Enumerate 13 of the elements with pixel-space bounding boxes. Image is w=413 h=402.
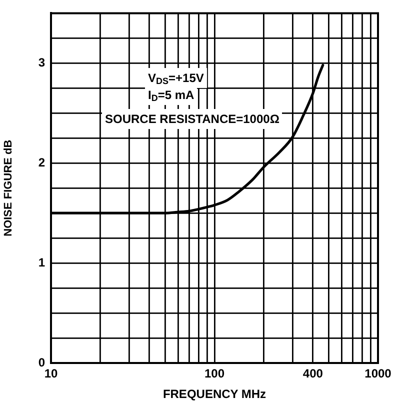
- y-tick-label: 1: [38, 255, 46, 270]
- x-tick-label: 1000: [364, 366, 392, 381]
- annotation: SOURCE RESISTANCE=1000Ω: [105, 112, 280, 126]
- y-tick-label: 2: [38, 155, 46, 170]
- x-tick-label: 10: [44, 366, 58, 381]
- y-tick-label: 3: [38, 55, 46, 70]
- x-axis-title: FREQUENCY MHz: [162, 387, 266, 402]
- annotation: V$_{DS}$=+15V: [148, 71, 204, 86]
- y-axis-title: NOISE FIGURE dB: [2, 140, 15, 236]
- annotation: I$_{D}$=5 mA: [148, 88, 194, 103]
- x-tick-label: 400: [302, 366, 324, 381]
- x-tick-label: 100: [204, 366, 225, 381]
- y-tick-label: 0: [38, 355, 46, 370]
